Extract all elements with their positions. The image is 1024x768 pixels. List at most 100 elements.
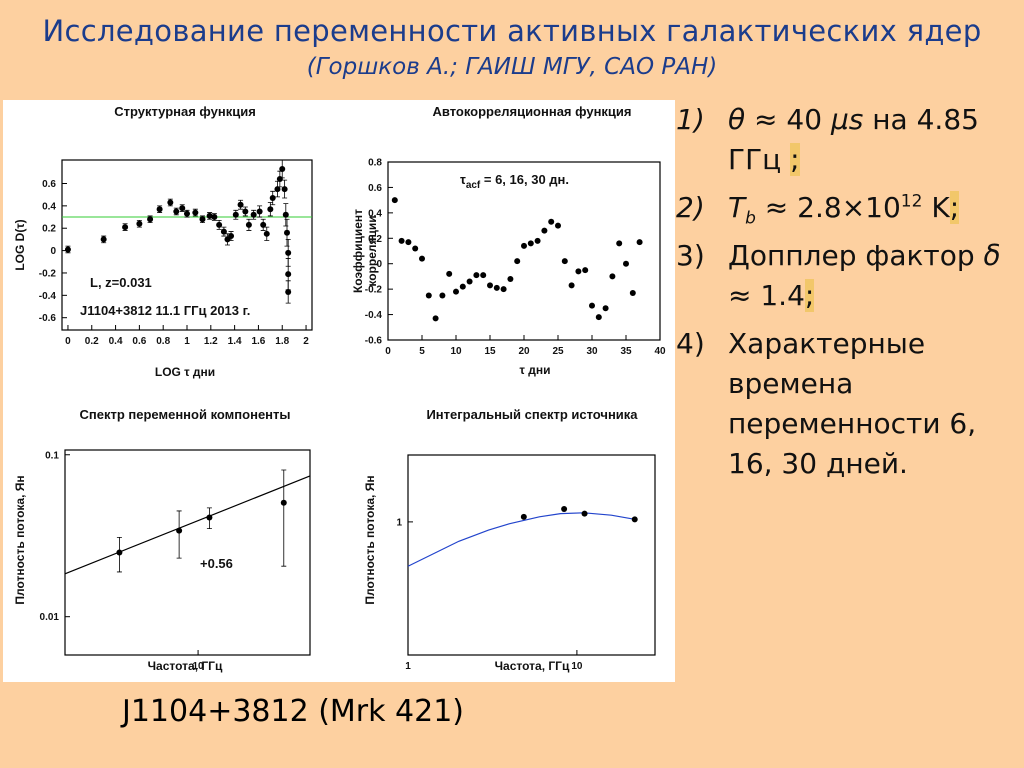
text: на 4.85 ГГц [728, 103, 979, 176]
data-point [636, 239, 643, 246]
y-tick-label: -0.4 [39, 291, 57, 302]
annotation-part: = 6, 16, 30 дн. [480, 172, 569, 187]
data-point [589, 302, 595, 309]
chart-title: Структурная функция [114, 104, 256, 119]
item-number: 4) [676, 327, 705, 360]
data-point [453, 288, 459, 295]
data-point [391, 197, 398, 204]
data-point [281, 186, 288, 193]
data-point [167, 199, 174, 206]
text: Допплер фактор [728, 239, 984, 272]
list-item: 1) θ ≈ 40 μs на 4.85 ГГц ; [676, 100, 1016, 180]
text: ; [949, 191, 960, 224]
data-point [250, 211, 257, 218]
y-tick-label: 0.8 [368, 158, 382, 169]
data-point [609, 273, 616, 280]
error-bar [176, 510, 182, 559]
text: ≈ 40 [745, 103, 831, 136]
data-point [206, 514, 213, 521]
data-point [64, 246, 71, 253]
data-point [500, 286, 507, 293]
data-point [581, 510, 588, 517]
text: θ [728, 103, 746, 136]
data-point [242, 208, 249, 215]
data-point [521, 242, 527, 249]
x-axis-label: Частота, ГГц [148, 659, 223, 673]
text: μs [830, 103, 864, 136]
caption: J1104+3812 (Mrk 421) [122, 694, 465, 729]
y-tick-label: 0 [376, 259, 382, 270]
item-number: 3) [676, 239, 705, 272]
x-tick-label: 1 [184, 336, 190, 347]
plot-frame [407, 454, 656, 656]
x-tick-label: 1.4 [228, 336, 242, 347]
y-tick-label: 0.2 [368, 234, 382, 245]
y-tick-label: 0.2 [42, 224, 56, 235]
text: ≈ 1.4 [728, 279, 805, 312]
data-point [280, 499, 287, 506]
data-point [514, 258, 521, 265]
data-point [623, 260, 629, 267]
data-point [269, 195, 276, 202]
data-point [192, 209, 199, 216]
data-point [419, 255, 425, 262]
fit-line [407, 512, 635, 567]
slide-title: Исследование переменности активных галак… [42, 14, 982, 48]
data-point [267, 206, 274, 213]
data-point [285, 288, 292, 295]
plot-frame [64, 449, 311, 656]
annotation: τacf = 6, 16, 30 дн. [460, 172, 569, 191]
y-tick-label: -0.2 [39, 268, 57, 279]
text: 12 [900, 191, 923, 212]
x-tick-label: 1.2 [204, 336, 218, 347]
data-point [527, 240, 534, 247]
list-item: 3) Допплер фактор δ ≈ 1.4; [676, 236, 1016, 316]
x-axis-label: τ дни [520, 363, 551, 377]
data-point [439, 292, 446, 299]
data-point [555, 222, 561, 229]
result-list: 1) θ ≈ 40 μs на 4.85 ГГц ; 2) Tb ≈ 2.8×1… [676, 100, 1016, 492]
data-point [256, 208, 263, 215]
data-point [493, 284, 500, 291]
data-point [520, 513, 527, 520]
y-tick-label: -0.2 [365, 285, 383, 296]
data-point [116, 549, 123, 556]
x-tick-label: 40 [654, 346, 666, 357]
data-point [398, 237, 405, 244]
text: Характерные времена переменности 6, 16, … [728, 327, 977, 480]
data-point [507, 275, 514, 282]
data-point [446, 270, 453, 277]
data-point [173, 208, 180, 215]
data-point [216, 221, 223, 228]
data-point [156, 206, 163, 213]
data-point [285, 271, 292, 278]
y-axis-label: LOG D(τ) [13, 219, 27, 270]
data-point [122, 224, 129, 231]
chart-panel [3, 100, 675, 682]
data-point [206, 212, 213, 219]
item-number: 2) [676, 191, 705, 224]
data-point [425, 292, 432, 299]
data-point [480, 272, 487, 279]
text: ≈ 2.8×10 [755, 191, 901, 224]
data-point [548, 218, 555, 225]
data-point [616, 240, 623, 247]
data-point [582, 267, 589, 274]
y-axis-label: Плотность потока, Ян [363, 475, 377, 604]
annotation: +0.56 [200, 556, 233, 571]
data-point [228, 233, 235, 240]
chart-title: Спектр переменной компоненты [80, 407, 291, 422]
x-tick-label: 1.8 [275, 336, 289, 347]
data-point [279, 165, 286, 172]
x-tick-label: 25 [552, 346, 564, 357]
list-item: 4) Характерные времена переменности 6, 1… [676, 324, 1016, 484]
chart-title: Автокорреляционная функция [433, 104, 632, 119]
data-point [473, 272, 480, 279]
data-point [568, 282, 575, 289]
y-tick-label: -0.6 [365, 336, 383, 347]
chart-title: Интегральный спектр источника [426, 407, 638, 422]
y-tick-label: 0.6 [42, 179, 56, 190]
data-point [405, 239, 412, 246]
x-tick-label: 10 [571, 661, 583, 672]
data-point [176, 527, 183, 534]
